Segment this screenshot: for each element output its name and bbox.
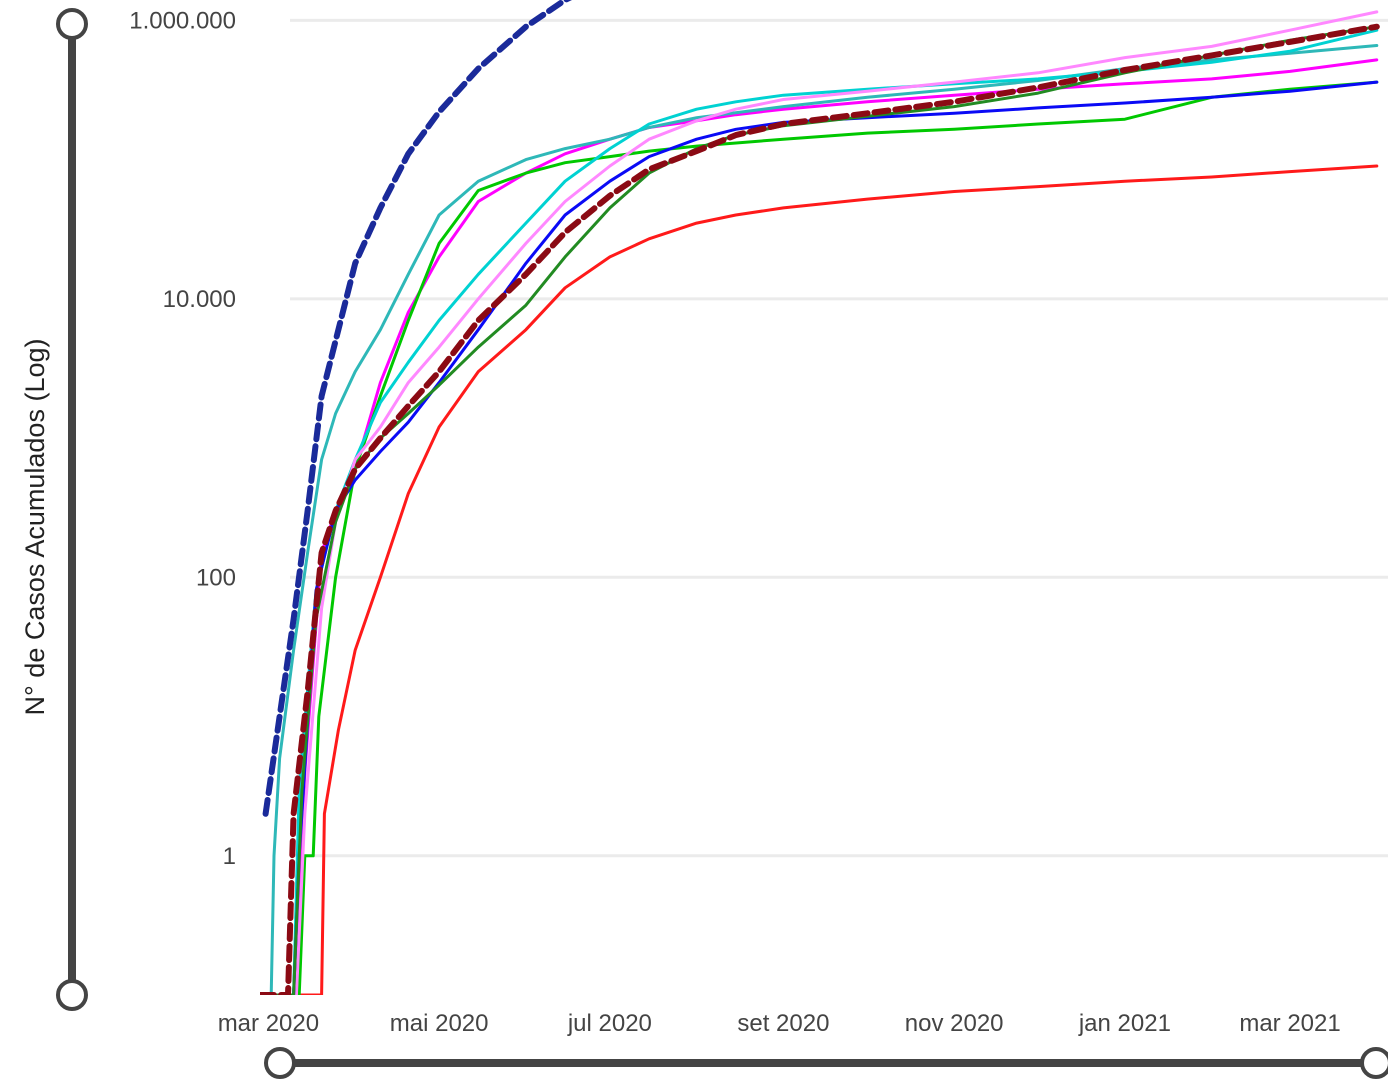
- y-axis-title: N° de Casos Acumulados (Log): [20, 339, 50, 716]
- x-tick-label: mai 2020: [390, 1010, 489, 1037]
- series-lines: [260, 0, 1380, 995]
- tick-labels: 1 100 10.000 1.000.000 mar 2020 mai 2020 jul 2…: [129, 7, 1341, 1037]
- y-tick-label: 100: [196, 564, 236, 591]
- y-range-slider[interactable]: [56, 8, 88, 1011]
- y-slider-handle-top[interactable]: [56, 8, 88, 40]
- x-range-slider[interactable]: [264, 1047, 1388, 1079]
- x-tick-label: jan 2021: [1078, 1010, 1171, 1037]
- series-line-7: [260, 10, 1379, 995]
- x-slider-handle-left[interactable]: [264, 1047, 296, 1079]
- y-tick-label: 10.000: [163, 286, 236, 313]
- x-tick-label: jul 2020: [567, 1010, 652, 1037]
- x-tick-label: mar 2020: [218, 1010, 319, 1037]
- series-line-10: [260, 23, 1380, 995]
- y-slider-handle-bottom[interactable]: [56, 979, 88, 1011]
- series-line-9: [260, 25, 1379, 995]
- x-tick-label: mar 2021: [1239, 1010, 1340, 1037]
- y-tick-label: 1: [223, 843, 236, 870]
- series-line-6: [260, 28, 1379, 995]
- series-line-8: [260, 80, 1379, 995]
- series-line-5: [260, 44, 1379, 995]
- x-tick-label: set 2020: [737, 1010, 829, 1037]
- series-line-1: [262, 0, 573, 817]
- series-line-2: [260, 164, 1379, 995]
- series-line-4: [260, 80, 1379, 995]
- gridlines: [290, 18, 1388, 858]
- x-slider-handle-right[interactable]: [1360, 1047, 1388, 1079]
- x-tick-label: nov 2020: [905, 1010, 1004, 1037]
- y-tick-label: 1.000.000: [129, 7, 236, 34]
